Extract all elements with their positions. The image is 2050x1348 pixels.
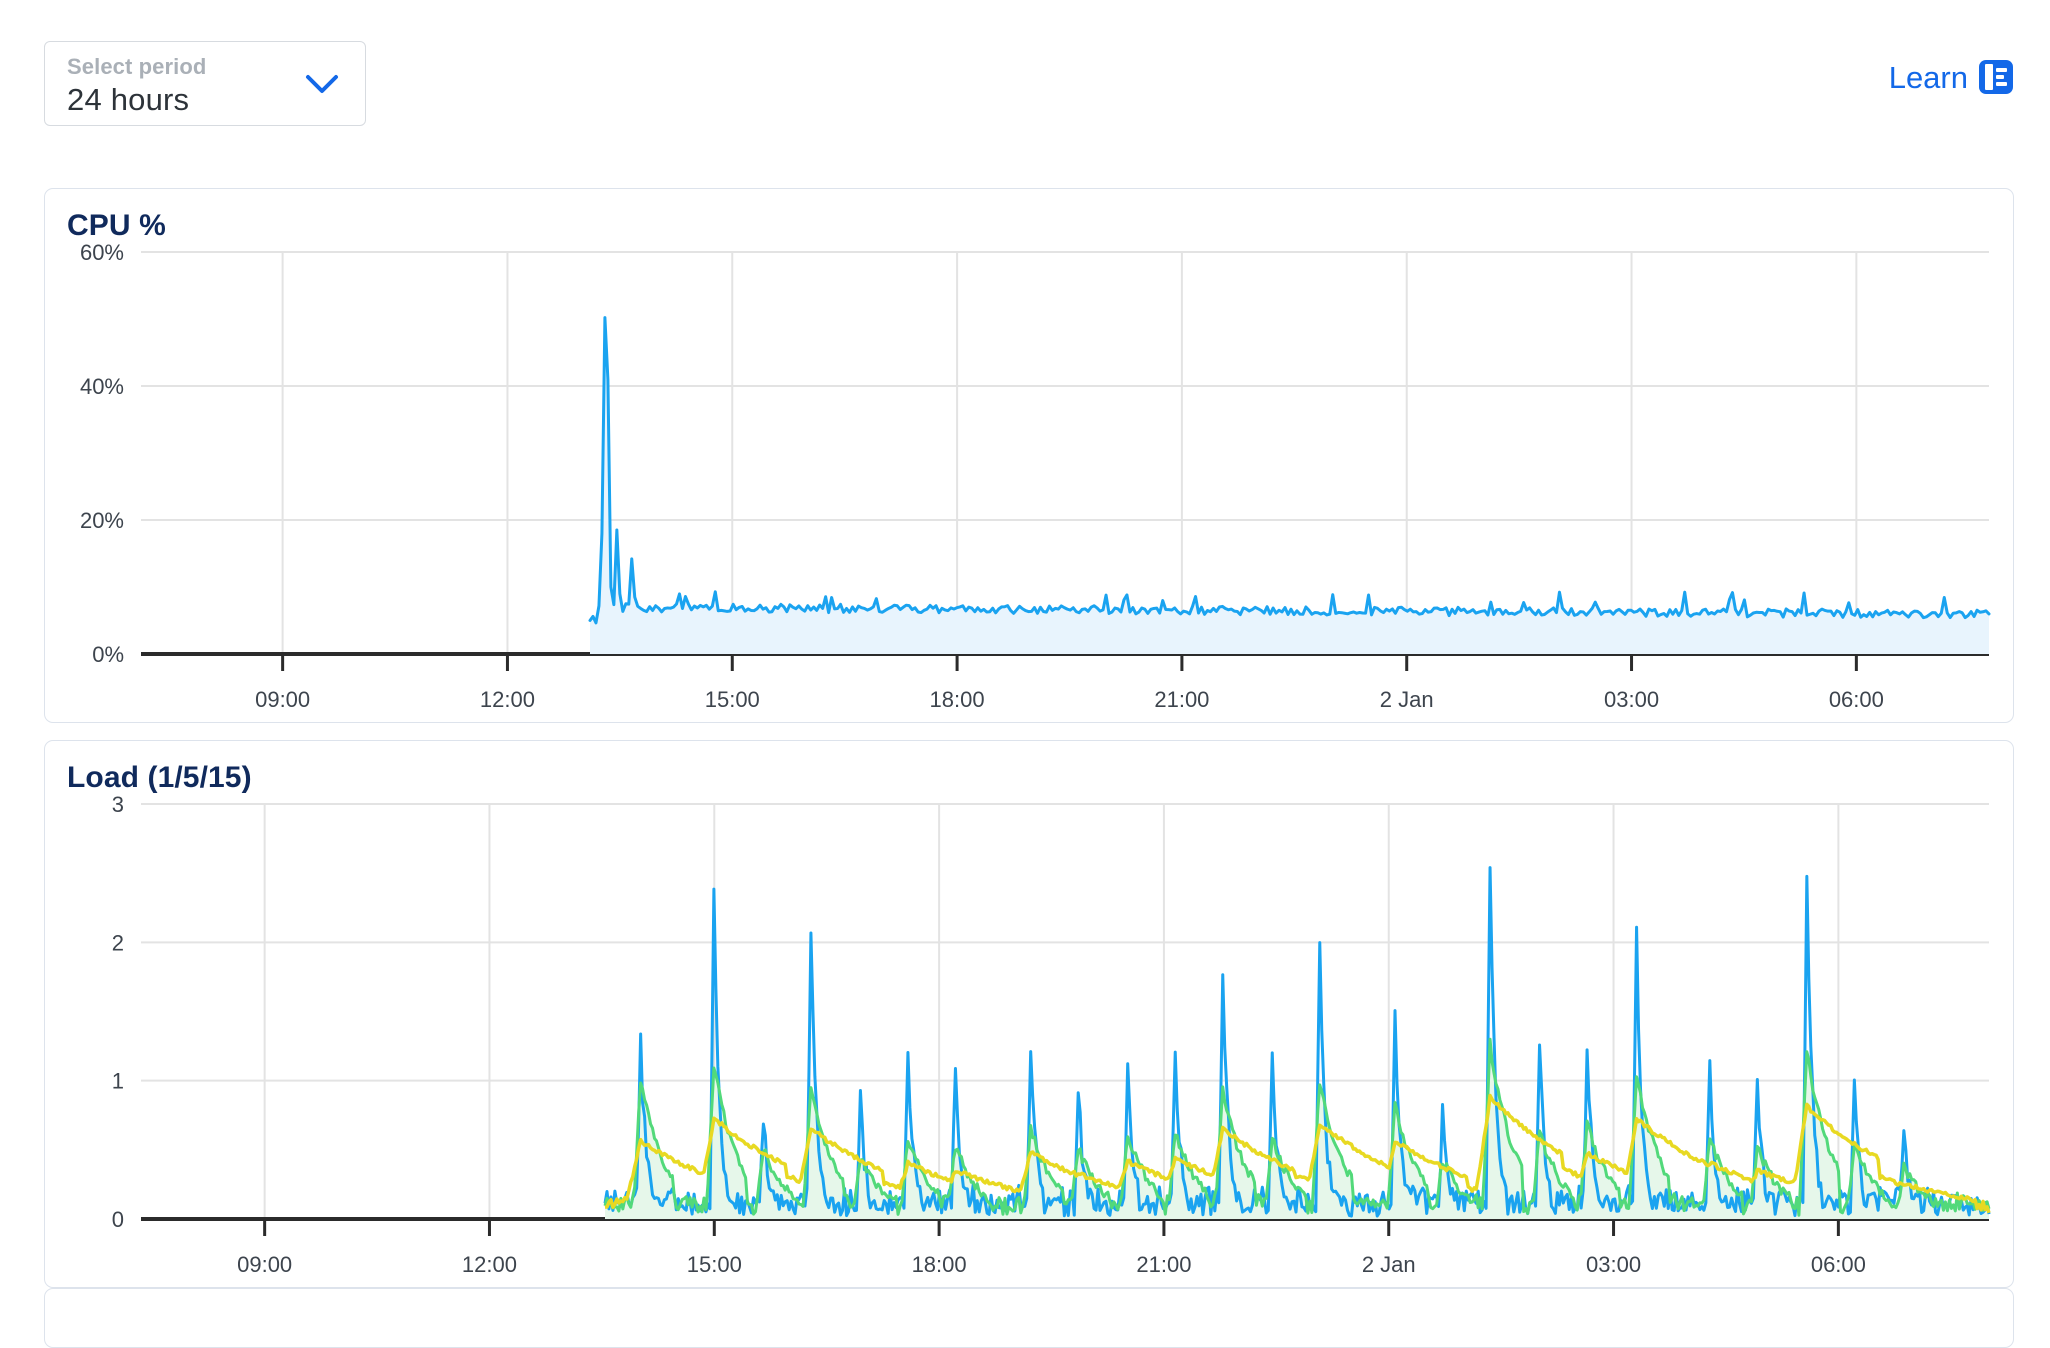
svg-text:03:00: 03:00 [1586, 1252, 1641, 1277]
select-period-value: 24 hours [67, 82, 190, 117]
select-period-label: Select period [67, 54, 207, 79]
svg-text:06:00: 06:00 [1811, 1252, 1866, 1277]
svg-text:3: 3 [112, 792, 124, 817]
svg-text:0%: 0% [92, 642, 124, 667]
svg-text:60%: 60% [80, 240, 124, 265]
cpu-chart-title: CPU % [67, 209, 166, 242]
svg-text:06:00: 06:00 [1829, 687, 1884, 712]
toolbar: Select period 24 hours Learn [0, 0, 2050, 140]
chevron-down-icon[interactable] [305, 72, 339, 96]
svg-text:2: 2 [112, 930, 124, 955]
svg-text:20%: 20% [80, 508, 124, 533]
svg-text:18:00: 18:00 [930, 687, 985, 712]
load-chart-title: Load (1/5/15) [67, 761, 252, 794]
load-chart-plot[interactable]: 0 1 2 3 09:00 12:00 15:00 18:00 21:00 2 Jan 03:00 0… [45, 741, 2013, 1287]
cpu-chart-plot[interactable]: 0% 20% 40% 60% 09:00 12:00 15:00 18:00 21:00 2 Ja… [45, 189, 2013, 722]
document-icon[interactable] [1979, 60, 2013, 94]
svg-text:1: 1 [112, 1069, 124, 1094]
svg-text:21:00: 21:00 [1154, 687, 1209, 712]
svg-text:0: 0 [112, 1207, 124, 1232]
svg-text:09:00: 09:00 [237, 1252, 292, 1277]
svg-text:40%: 40% [80, 374, 124, 399]
svg-text:15:00: 15:00 [705, 687, 760, 712]
svg-text:2 Jan: 2 Jan [1380, 687, 1434, 712]
svg-text:03:00: 03:00 [1604, 687, 1659, 712]
svg-text:21:00: 21:00 [1136, 1252, 1191, 1277]
load-chart-card: Load (1/5/15) 0 1 2 3 09:00 12:00 15:00 18:00 21… [44, 740, 2014, 1288]
next-chart-card [44, 1288, 2014, 1348]
cpu-chart-card: CPU % 0% 20% 40% 60% 09:00 12:00 15:00 18:00 21:… [44, 188, 2014, 723]
learn-label: Learn [1888, 59, 1968, 95]
svg-text:18:00: 18:00 [912, 1252, 967, 1277]
svg-text:15:00: 15:00 [687, 1252, 742, 1277]
svg-text:12:00: 12:00 [462, 1252, 517, 1277]
select-period-dropdown[interactable]: Select period 24 hours [44, 41, 366, 126]
svg-text:12:00: 12:00 [480, 687, 535, 712]
svg-text:09:00: 09:00 [255, 687, 310, 712]
svg-text:2 Jan: 2 Jan [1362, 1252, 1416, 1277]
learn-link[interactable]: Learn [1889, 56, 2013, 98]
